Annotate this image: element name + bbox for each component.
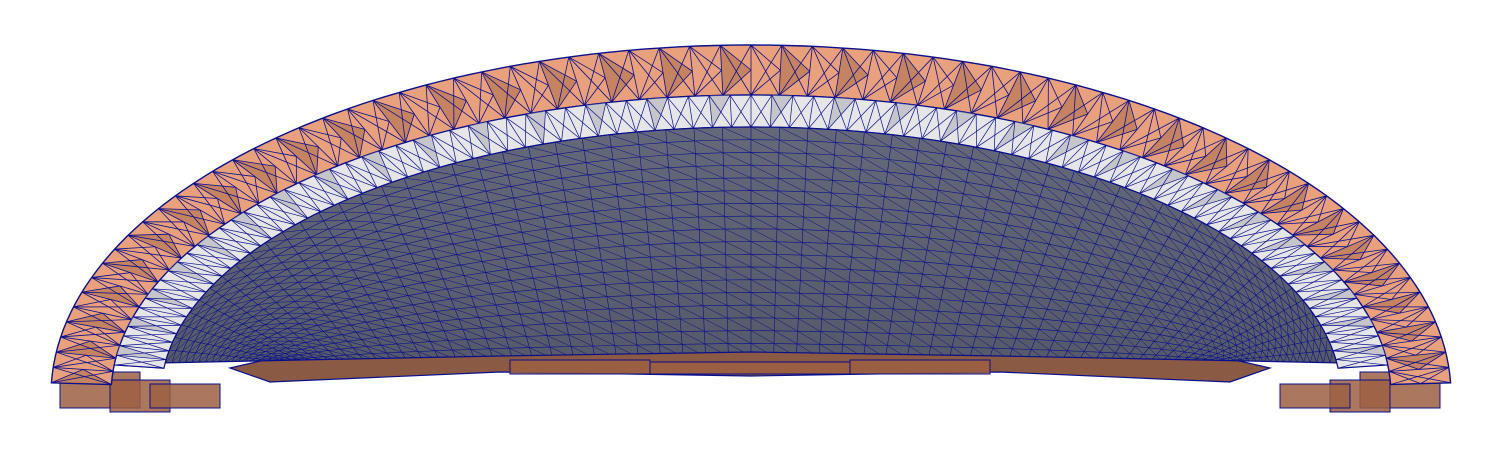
inner-surface-wireframe: [165, 127, 1337, 363]
stepped-base-blocks: [59, 359, 1441, 413]
inner-surface-layer: [164, 126, 1338, 364]
middle-shell-layer: [113, 94, 1389, 369]
outer-shell-layer: [50, 44, 1452, 386]
